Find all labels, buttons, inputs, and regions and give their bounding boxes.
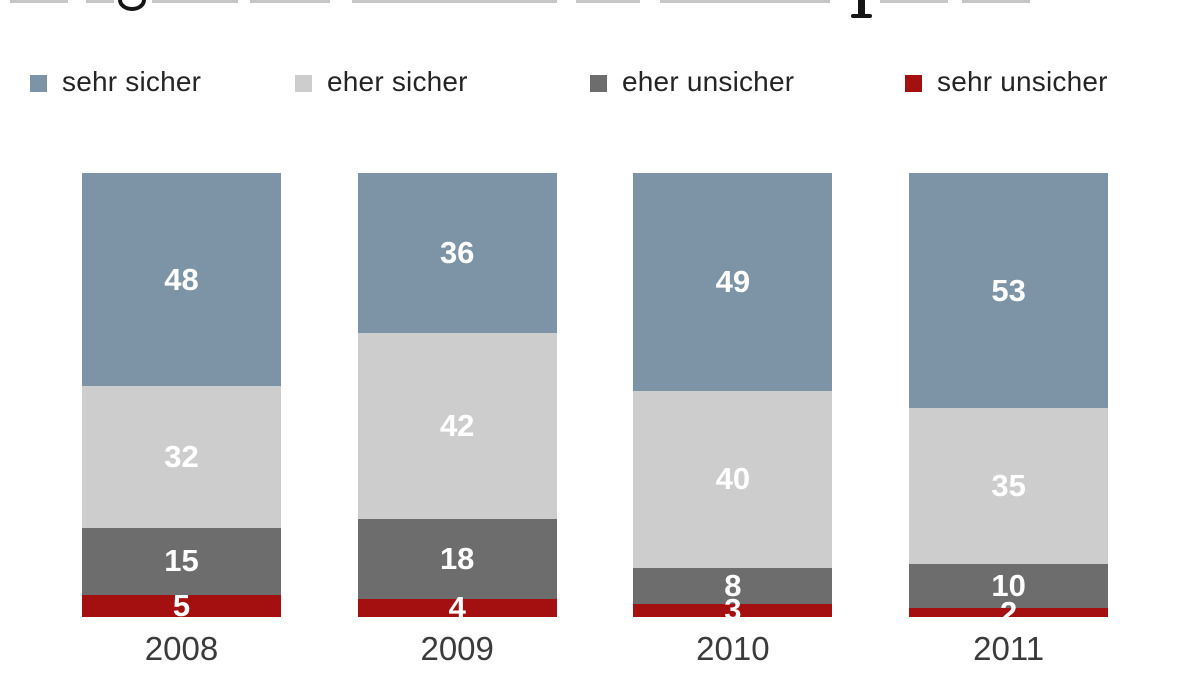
segment-eher-unsicher-2009: 18 — [357, 519, 557, 600]
cropped-title-g-descender — [118, 0, 146, 11]
bar-2010: 49 40 8 3 — [633, 173, 833, 625]
segment-sehr-sicher-2009: 36 — [357, 173, 557, 333]
cropped-title-fragment — [10, 0, 68, 3]
cropped-title-fragment — [576, 0, 640, 3]
legend-swatch-eher-unsicher — [590, 75, 607, 92]
segment-sehr-unsicher-2011: 2 — [909, 597, 1109, 628]
cropped-title-fragment — [352, 0, 557, 3]
segment-eher-sicher-2009: 42 — [357, 332, 557, 520]
bar-2011: 53 35 10 2 — [909, 173, 1109, 628]
segment-eher-unsicher-2011: 10 — [909, 563, 1109, 609]
x-axis-label-2011: 2011 — [973, 630, 1045, 667]
cropped-title-fragment — [86, 0, 114, 3]
cropped-title-p-descender-serif — [851, 14, 872, 18]
x-axis-label-2008: 2008 — [144, 630, 219, 667]
segment-eher-sicher-2008: 32 — [82, 386, 281, 529]
legend-item-eher-sicher: eher sicher — [295, 66, 468, 98]
cropped-title-fragment — [250, 0, 330, 3]
x-axis-label-2010: 2010 — [696, 630, 770, 667]
legend-item-sehr-sicher: sehr sicher — [30, 66, 201, 98]
bar-2008: 48 32 15 5 — [82, 173, 281, 621]
cropped-title-fragment — [152, 0, 238, 3]
segment-sehr-unsicher-2010: 3 — [633, 594, 833, 625]
segment-sehr-sicher-2010: 49 — [633, 173, 833, 391]
cropped-title-fragment — [880, 0, 948, 3]
segment-eher-unsicher-2010: 8 — [633, 568, 833, 604]
segment-eher-unsicher-2008: 15 — [82, 528, 281, 595]
cropped-title-fragment — [660, 0, 830, 3]
segment-eher-sicher-2011: 35 — [909, 408, 1109, 564]
segment-eher-sicher-2010: 40 — [633, 390, 833, 569]
segment-sehr-sicher-2008: 48 — [82, 173, 281, 387]
legend-swatch-sehr-sicher — [30, 75, 47, 92]
segment-sehr-unsicher-2009: 4 — [357, 592, 557, 623]
legend-label-eher-sicher: eher sicher — [327, 66, 468, 97]
legend-item-sehr-unsicher: sehr unsicher — [905, 66, 1108, 98]
cropped-title-p-descender — [858, 0, 865, 15]
cropped-title — [0, 0, 1200, 20]
legend-swatch-eher-sicher — [295, 75, 312, 92]
bar-2009: 36 42 18 4 — [357, 173, 557, 623]
cropped-title-fragment — [962, 0, 1030, 3]
legend-label-eher-unsicher: eher unsicher — [622, 66, 795, 97]
legend-label-sehr-sicher: sehr sicher — [62, 66, 202, 97]
segment-sehr-unsicher-2008: 5 — [82, 590, 281, 621]
legend-label-sehr-unsicher: sehr unsicher — [937, 66, 1108, 97]
legend-swatch-sehr-unsicher — [905, 75, 922, 92]
legend-item-eher-unsicher: eher unsicher — [590, 66, 794, 98]
segment-sehr-sicher-2011: 53 — [909, 173, 1109, 409]
x-axis-label-2009: 2009 — [420, 630, 494, 667]
